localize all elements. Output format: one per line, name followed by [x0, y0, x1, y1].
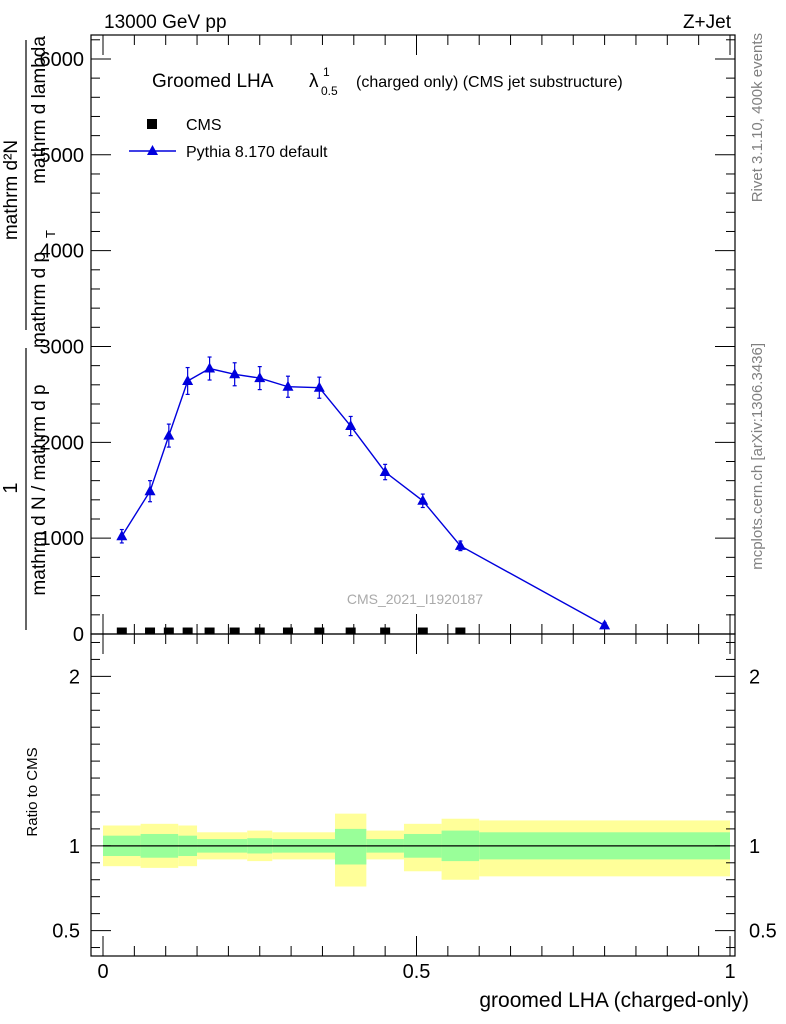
ratio-y-tick-label-right: 0.5	[749, 921, 777, 943]
main-y-tick-label: 0	[73, 624, 84, 646]
pythia-data-point	[379, 466, 391, 477]
ratio-y-label: Ratio to CMS	[24, 747, 41, 836]
cms-data-point	[314, 627, 325, 635]
y-label-one: 1	[0, 482, 22, 493]
y-label-T-sub: T	[43, 230, 58, 238]
cms-data-point	[145, 627, 156, 635]
ratio-y-ticks: 0.5 0.5 1 1 2 2	[52, 641, 777, 949]
pythia-data-point	[229, 368, 241, 379]
ratio-y-tick-label: 1	[69, 836, 80, 858]
main-series	[116, 356, 611, 635]
ratio-y-tick-label-right: 1	[749, 836, 760, 858]
pythia-data-point	[454, 539, 466, 550]
cms-data-point	[204, 627, 215, 635]
cms-data-point	[417, 627, 428, 635]
pythia-series-line	[121, 367, 605, 626]
x-axis-label: groomed LHA (charged-only)	[479, 989, 749, 1012]
chart-title-suffix: (charged only) (CMS jet substructure)	[356, 74, 623, 91]
pythia-data-point	[163, 429, 175, 440]
ratio-x-tick-label: 0	[97, 961, 108, 983]
chart-title-subscript: 0.5	[321, 84, 338, 98]
cms-data-point	[229, 627, 240, 635]
y-label-dN: mathrm d²N	[1, 140, 22, 240]
main-y-tick-label: 3000	[40, 336, 85, 358]
legend-cms-label: CMS	[186, 117, 222, 134]
cms-data-point	[380, 627, 391, 635]
cms-data-point	[182, 627, 193, 635]
y-label-denominator: mathrm d N / mathrm d p	[29, 384, 50, 595]
ratio-y-tick-label-right: 2	[749, 666, 760, 688]
legend-pythia-marker	[147, 145, 158, 155]
mcplots-label: mcplots.cern.ch [arXiv:1306.3436]	[749, 343, 766, 570]
chart-title-superscript: 1	[323, 65, 330, 79]
legend-pythia-label: Pythia 8.170 default	[186, 144, 328, 161]
pythia-data-point	[116, 530, 128, 541]
chart-title-main: Groomed LHA	[152, 71, 274, 92]
cms-data-point	[116, 627, 127, 635]
y-label-dpT: mathrm d p	[29, 252, 50, 348]
pythia-data-point	[182, 374, 194, 385]
ratio-x-ticks: 0 0.5 1	[97, 634, 736, 983]
main-y-tick-label: 2000	[40, 432, 85, 454]
cms-data-point	[455, 627, 466, 635]
y-axis-label: 1 mathrm d N / mathrm d p mathrm d²N mat…	[0, 36, 58, 630]
cms-data-point	[282, 627, 293, 635]
header-process: Z+Jet	[683, 12, 732, 33]
cms-data-point	[345, 627, 356, 635]
pythia-data-point	[599, 619, 611, 630]
pythia-data-point	[282, 380, 294, 391]
analysis-label: CMS_2021_I1920187	[347, 591, 483, 607]
pythia-data-point	[345, 420, 357, 431]
main-y-tick-label: 6000	[40, 49, 85, 71]
legend-cms-marker	[147, 119, 157, 129]
main-y-tick-label: 4000	[40, 241, 85, 263]
main-y-tick-label: 1000	[40, 528, 85, 550]
chart-title-lambda: λ	[309, 71, 319, 92]
pythia-data-point	[313, 381, 325, 392]
cms-data-point	[254, 627, 265, 635]
chart-title: Groomed LHA λ	[152, 71, 319, 92]
pythia-data-point	[417, 494, 429, 505]
pythia-data-point	[204, 362, 216, 373]
ratio-stat-band	[334, 828, 367, 865]
rivet-version-label: Rivet 3.1.10, 400k events	[749, 33, 766, 202]
main-y-tick-label: 5000	[40, 145, 85, 167]
legend: CMS Pythia 8.170 default	[129, 117, 328, 161]
main-y-ticks: 0 1000 2000 3000 4000 5000 6000	[40, 39, 735, 646]
y-label-dlambda: mathrm d lambda	[29, 36, 50, 184]
ratio-x-tick-label: 1	[724, 961, 735, 983]
ratio-x-tick-label: 0.5	[403, 961, 431, 983]
pythia-data-point	[144, 485, 156, 496]
pythia-data-point	[254, 372, 266, 383]
ratio-frame	[90, 633, 736, 957]
ratio-bands	[103, 813, 730, 887]
ratio-panel: 0.5 0.51 12 2 0 0.5 1 Ratio to CMS groomed LH…	[24, 633, 777, 1012]
cms-data-point	[163, 627, 174, 635]
ratio-y-tick-label: 2	[69, 666, 80, 688]
ratio-y-tick-label: 0.5	[52, 921, 80, 943]
header-energy: 13000 GeV pp	[104, 12, 227, 33]
